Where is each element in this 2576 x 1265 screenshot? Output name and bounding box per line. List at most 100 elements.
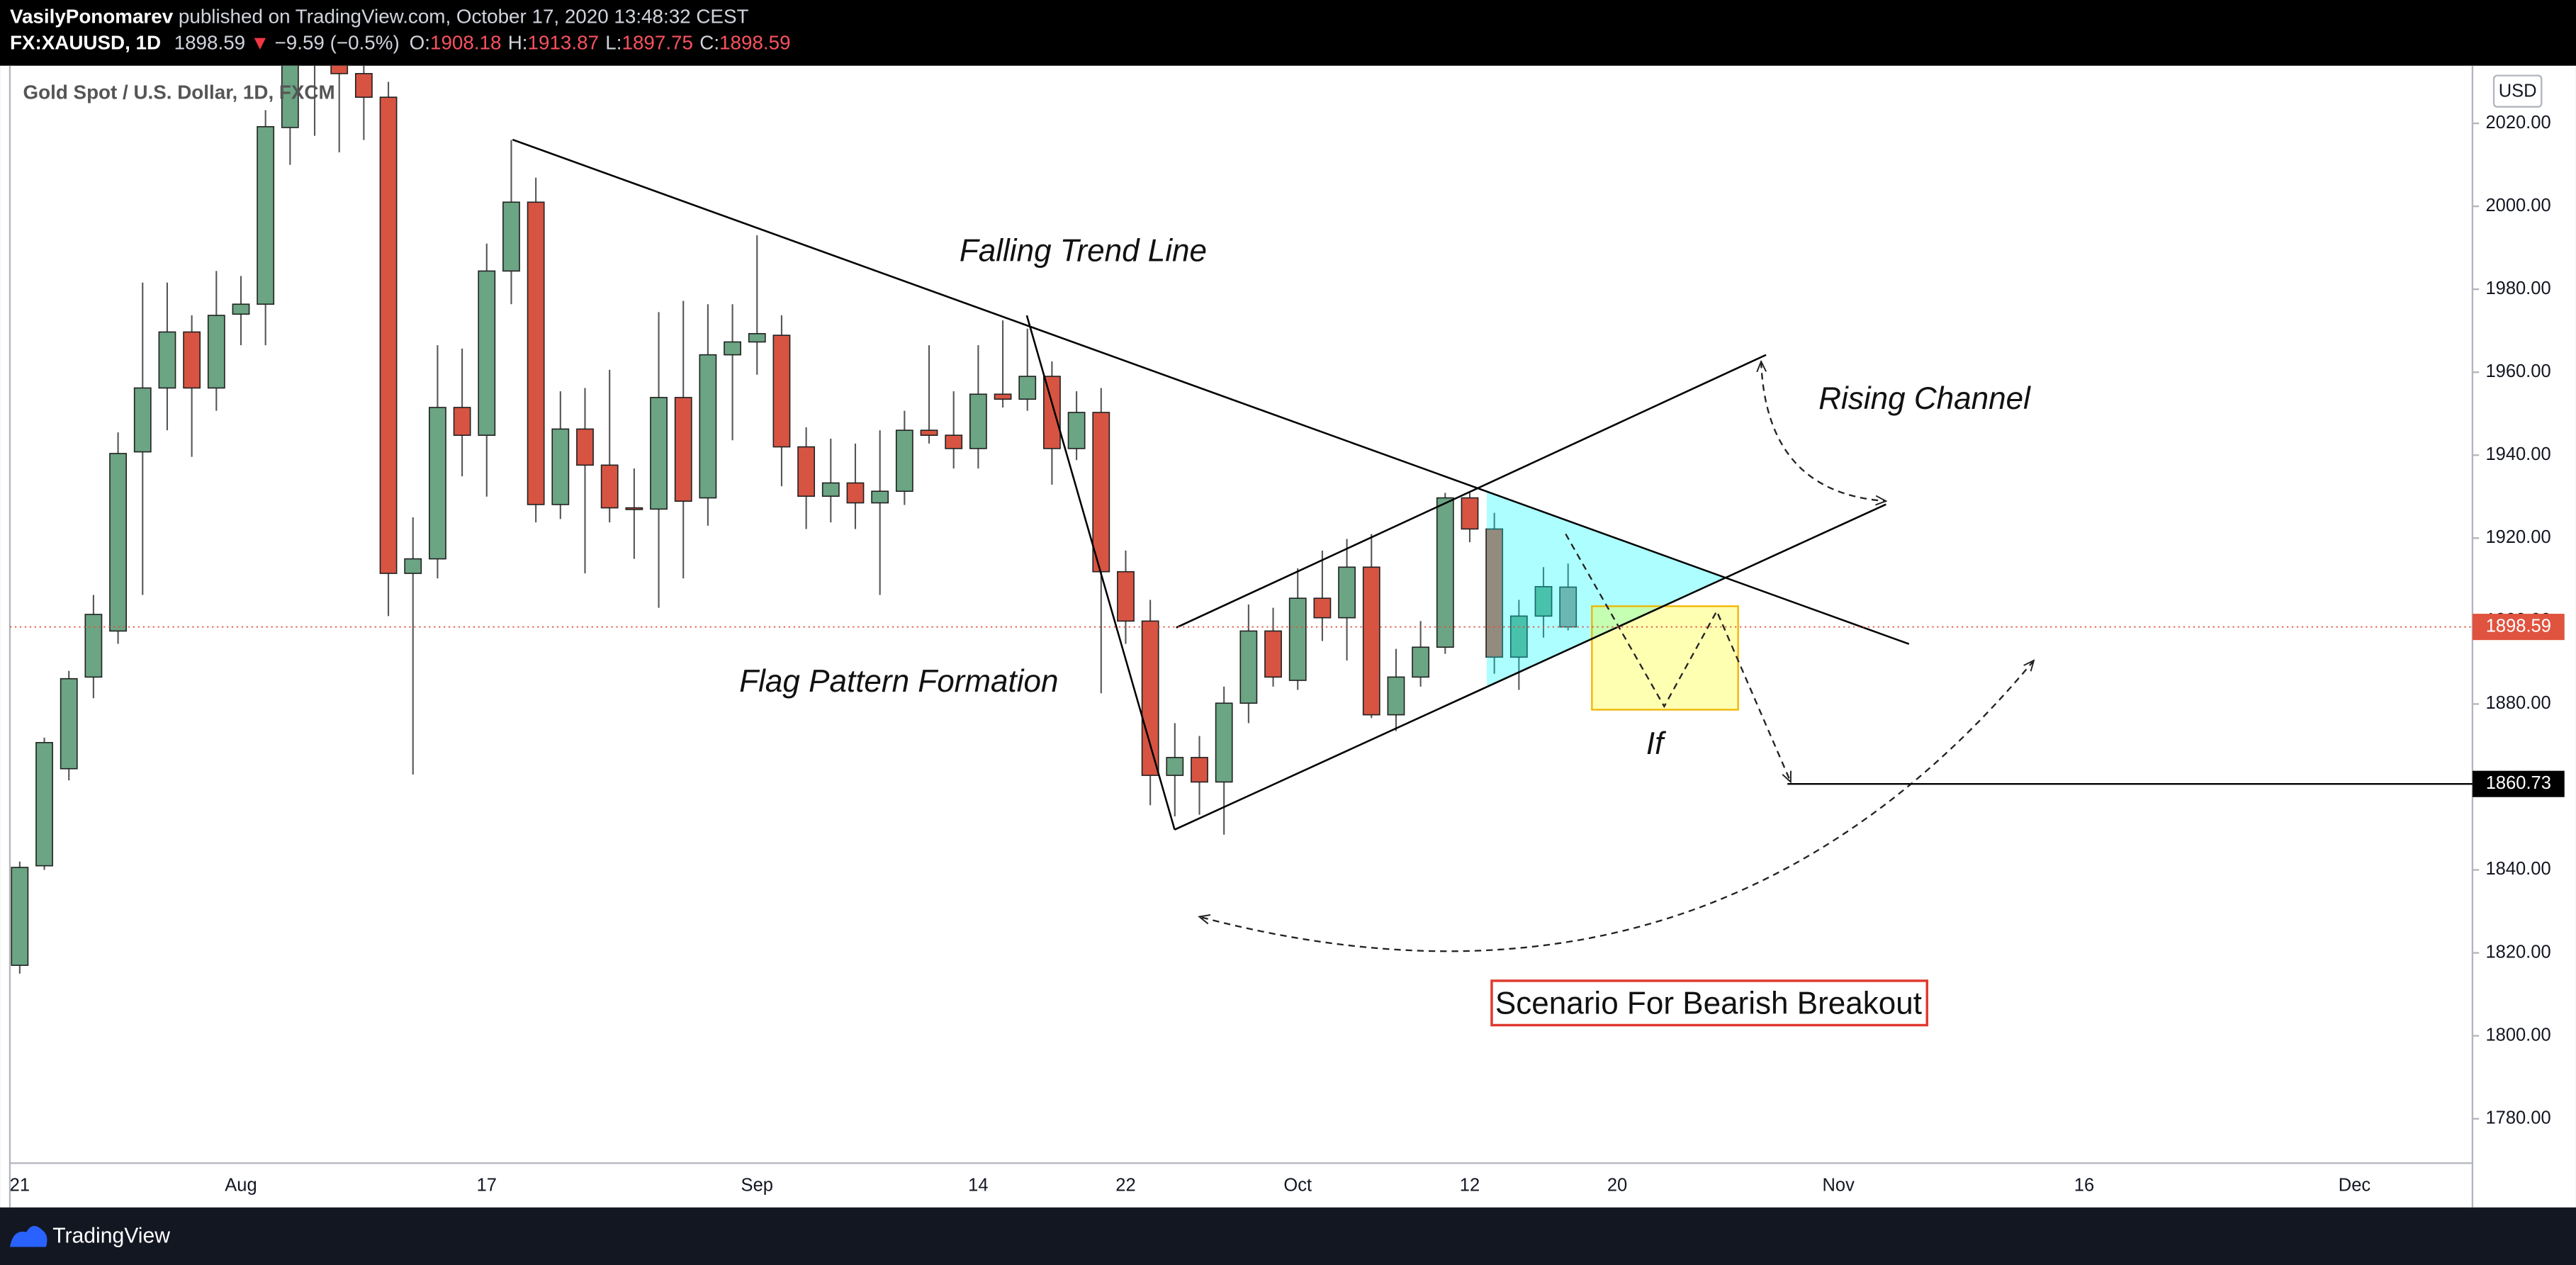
candle-body — [11, 867, 29, 966]
candle-body — [1043, 376, 1061, 449]
ohlc-value: 1908.18 — [430, 32, 501, 54]
candle-body — [871, 490, 889, 504]
currency: USD — [2499, 81, 2537, 101]
candle-body — [109, 453, 127, 632]
annotation: Rising Channel — [1818, 381, 2031, 416]
candle-body — [1338, 566, 1356, 619]
ohlc-value: 1913.87 — [528, 32, 599, 54]
candle-body — [1067, 412, 1086, 449]
candle-body — [969, 393, 987, 449]
change: −9.59 (−0.5%) — [275, 32, 400, 54]
change-arrow: ▼ — [250, 32, 270, 54]
candle-body — [846, 482, 865, 504]
ohlc-label: C: — [699, 32, 719, 54]
chart-area — [0, 65, 2576, 1208]
x-tick-label: 17 — [477, 1175, 497, 1195]
candle-body — [1387, 676, 1405, 716]
candle-body — [1534, 585, 1553, 617]
candle-body — [232, 303, 250, 315]
candle-body — [330, 65, 349, 74]
x-tick-label: Dec — [2339, 1175, 2371, 1195]
candle-body — [35, 742, 53, 867]
rising-channel-arc — [1761, 361, 1886, 501]
candle-body — [920, 429, 938, 436]
ohlc-value: 1898.59 — [719, 32, 790, 54]
candle-body — [1264, 630, 1282, 678]
candle-body — [1191, 757, 1208, 783]
last-price-box — [2472, 614, 2565, 641]
candle-body — [551, 428, 570, 505]
y-tick-label: 1780.00 — [2485, 1108, 2550, 1128]
candle-body — [502, 201, 520, 272]
candle-body — [650, 397, 668, 510]
candle-body — [1362, 566, 1380, 716]
last-price: 1898.59 — [174, 32, 245, 54]
candle-body — [1018, 376, 1037, 400]
header-bar — [0, 0, 2576, 66]
candle-body — [625, 507, 643, 510]
y-tick-label: 2000.00 — [2485, 196, 2550, 215]
ohlc-label: L: — [605, 32, 621, 54]
x-tick-label: Nov — [1823, 1175, 1855, 1195]
candle-body — [1485, 528, 1504, 658]
y-tick-label: 1960.00 — [2485, 361, 2550, 381]
candle-body — [60, 678, 78, 770]
candle-body — [1239, 630, 1258, 704]
candle-body — [674, 397, 692, 502]
channel-upper — [1176, 354, 1767, 629]
x-tick-label: 20 — [1607, 1175, 1627, 1195]
candle-body — [1117, 570, 1135, 622]
y-tick-label: 1940.00 — [2485, 444, 2550, 464]
candle-body — [772, 334, 791, 448]
candle-body — [207, 315, 225, 389]
symbol-line: FX:XAUUSD, 1D 1898.59 ▼ −9.59 (−0.5%) O:1908… — [10, 32, 791, 54]
annotation: Scenario For Bearish Breakout — [1495, 986, 1922, 1021]
level-label: 1860.73 — [2486, 773, 2551, 793]
x-tick-label: 21 — [10, 1175, 30, 1195]
annotation: Flag Pattern Formation — [739, 664, 1058, 699]
candle-body — [429, 407, 446, 560]
author: VasilyPonomarev — [10, 6, 174, 28]
x-tick-label: Oct — [1283, 1175, 1312, 1195]
candle-body — [158, 331, 176, 389]
currency-box — [2492, 74, 2543, 108]
candle-body — [724, 341, 741, 356]
y-tick-label: 1880.00 — [2485, 693, 2550, 713]
y-tick-label: 1980.00 — [2485, 279, 2550, 298]
candle-body — [1313, 597, 1332, 619]
symbol: FX:XAUUSD, 1D — [10, 32, 161, 54]
last-price-label: 1898.59 — [2486, 616, 2551, 636]
candle-body — [133, 387, 152, 453]
ohlc-label: H: — [508, 32, 528, 54]
level-box — [2472, 770, 2565, 797]
flag-pole — [1025, 315, 1176, 831]
triangle-highlight — [1487, 491, 1726, 687]
footer-bar — [0, 1207, 2576, 1265]
falling-trend-line — [512, 138, 1910, 645]
candle-body — [699, 354, 717, 499]
chart-title: Gold Spot / U.S. Dollar, 1D, FXCM — [23, 81, 335, 103]
y-tick-label: 1820.00 — [2485, 942, 2550, 962]
x-tick-label: Sep — [741, 1175, 773, 1195]
candle-body — [600, 464, 619, 509]
candle-body — [576, 428, 594, 466]
annotation-box — [1490, 979, 1929, 1027]
candle-body — [994, 393, 1012, 400]
x-tick-label: 22 — [1115, 1175, 1135, 1195]
projection-path — [1565, 533, 1791, 782]
drawings — [512, 138, 2034, 952]
candle-body — [478, 270, 496, 436]
candle-body — [797, 446, 816, 497]
annotation: Falling Trend Line — [960, 234, 1207, 269]
candle-body — [1141, 620, 1159, 776]
logo — [9, 1225, 47, 1247]
candle-body — [84, 614, 103, 678]
ohlc-value: 1897.75 — [622, 32, 693, 54]
x-tick-label: 12 — [1460, 1175, 1480, 1195]
candle-body — [1436, 497, 1454, 648]
candle-body — [1288, 597, 1307, 681]
y-tick-label: 1920.00 — [2485, 527, 2550, 547]
candle-body — [1461, 497, 1479, 530]
